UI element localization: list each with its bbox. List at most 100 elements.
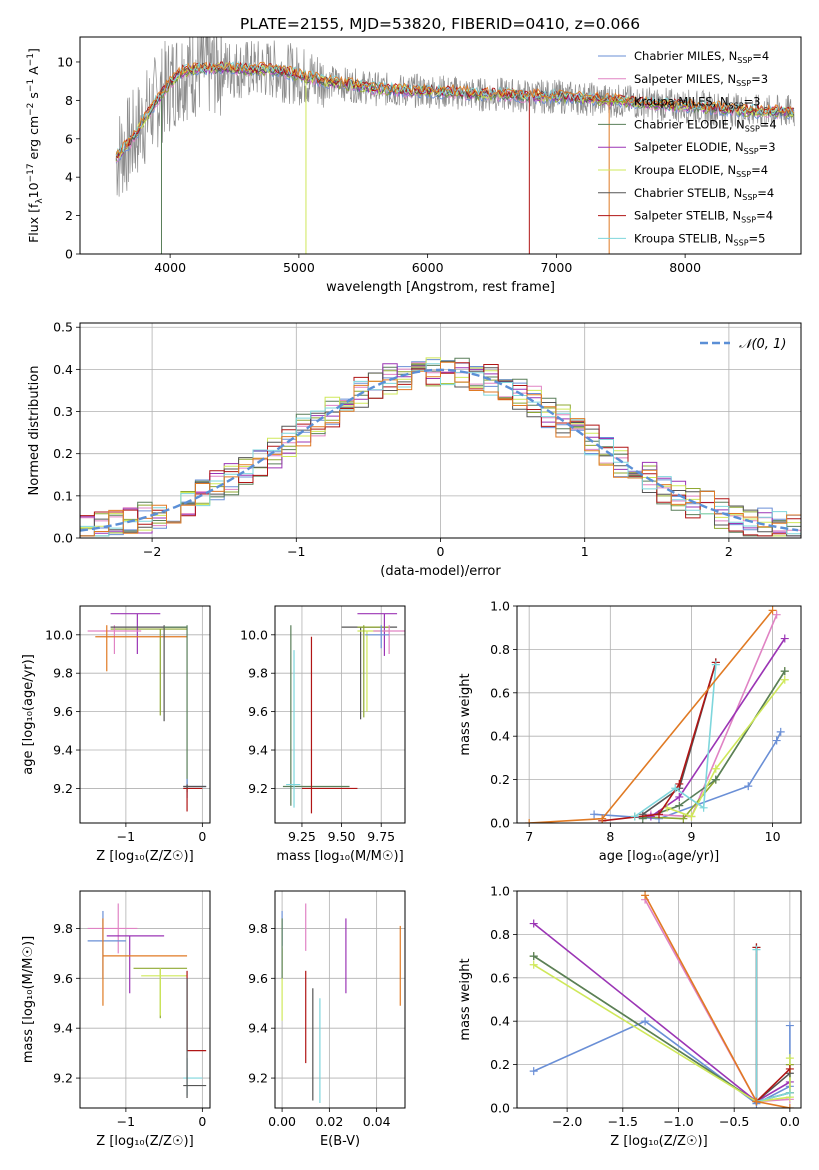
legend-entry: Salpeter ELODIE, NSSP=3 bbox=[598, 140, 776, 156]
weight-marker bbox=[655, 810, 663, 819]
x-axis-label: Z [log₁₀(Z/Z☉)] bbox=[96, 1134, 193, 1149]
y-tick-label: 0.4 bbox=[53, 362, 73, 377]
weight-marker bbox=[772, 736, 781, 745]
weight-marker bbox=[744, 782, 753, 791]
weight-marker bbox=[780, 675, 789, 684]
weight-marker bbox=[687, 812, 696, 821]
x-tick-label: 7 bbox=[525, 829, 533, 844]
y-tick-label: 9.4 bbox=[248, 743, 268, 758]
y-tick-label: 8 bbox=[65, 93, 73, 108]
error-cross bbox=[183, 784, 207, 789]
error-cross bbox=[286, 650, 301, 808]
x-tick-label: 5000 bbox=[283, 260, 315, 275]
legend-label: Chabrier MILES, NSSP=4 bbox=[634, 49, 769, 65]
weight-marker bbox=[785, 1021, 794, 1030]
plot-area-age-vs-Z bbox=[80, 606, 210, 823]
y-tick-label: 0.4 bbox=[490, 1014, 510, 1029]
legend-label: Kroupa ELODIE, NSSP=4 bbox=[634, 163, 768, 179]
x-tick-label: 9.75 bbox=[367, 829, 395, 844]
x-axis-label: wavelength [Angstrom, rest frame] bbox=[326, 280, 555, 295]
y-tick-label: 9.2 bbox=[53, 781, 73, 796]
legend-label: Salpeter ELODIE, NSSP=3 bbox=[634, 140, 776, 156]
y-tick-label: 0.1 bbox=[53, 488, 73, 503]
y-tick-label: 0.2 bbox=[490, 1057, 510, 1072]
x-tick-label: 0 bbox=[437, 544, 445, 559]
weight-marker bbox=[785, 1064, 794, 1073]
weight-marker bbox=[768, 606, 777, 615]
figure-title: PLATE=2155, MJD=53820, FIBERID=0410, z=0… bbox=[240, 15, 640, 33]
legend-label: Kroupa MILES, NSSP=3 bbox=[634, 95, 760, 111]
y-tick-label: 9.2 bbox=[248, 781, 268, 796]
error-cross bbox=[141, 968, 188, 1016]
y-tick-label: 0 bbox=[65, 247, 73, 262]
weight-marker bbox=[675, 779, 684, 788]
error-cross bbox=[106, 935, 165, 994]
plot-area-age-vs-mass bbox=[275, 606, 405, 823]
panel-residuals: −2 −1 0 1 2 0.0 0.1 0.2 0.3 0.4 0.5 (data-model)/er… bbox=[27, 320, 802, 579]
panel-weight-vs-age: 7 8 9 10 0.0 0.2 0.4 0.6 0.8 1.0 age [log₁₀(age/yr… bbox=[458, 599, 802, 864]
panel-spectrum: 4000 5000 6000 7000 8000 0 2 4 6 8 10 wavelength [A… bbox=[26, 36, 802, 295]
weight-series-8 bbox=[630, 660, 720, 821]
plot-area-mass-vs-ebv bbox=[275, 891, 405, 1108]
weight-marker bbox=[752, 945, 761, 954]
legend-label: Chabrier ELODIE, NSSP=4 bbox=[634, 117, 777, 133]
y-tick-label: 0.4 bbox=[490, 729, 510, 744]
y-tick-label: 9.4 bbox=[53, 743, 73, 758]
legend-entry: Kroupa STELIB, NSSP=5 bbox=[598, 231, 765, 247]
x-tick-label: 0.00 bbox=[268, 1114, 296, 1129]
weight-line bbox=[634, 664, 717, 818]
x-axis-label: (data-model)/error bbox=[380, 564, 501, 579]
legend-entry: Kroupa MILES, NSSP=3 bbox=[598, 95, 760, 111]
y-axis-label: mass weight bbox=[458, 673, 473, 755]
x-tick-label: 7000 bbox=[540, 260, 572, 275]
y-axis-label: Normed distribution bbox=[27, 366, 42, 496]
panel-mass-vs-Z: −1 0 9.2 9.4 9.6 9.8 Z [log₁₀(Z/Z☉)] mass [log₁… bbox=[21, 890, 211, 1149]
legend-label: Kroupa STELIB, NSSP=5 bbox=[634, 231, 765, 247]
x-tick-label: 0.02 bbox=[315, 1114, 343, 1129]
residual-histogram-6 bbox=[80, 361, 801, 537]
legend-entry: 𝒩(0, 1) bbox=[700, 337, 786, 352]
weight-marker bbox=[675, 792, 684, 801]
y-tick-label: 0.6 bbox=[490, 970, 510, 985]
weight-marker bbox=[675, 801, 684, 810]
axes-frame bbox=[516, 605, 802, 824]
y-tick-label: 9.6 bbox=[248, 704, 268, 719]
weight-marker bbox=[679, 814, 688, 823]
x-tick-label: 4000 bbox=[154, 260, 186, 275]
error-cross bbox=[110, 628, 188, 716]
y-tick-label: 9.8 bbox=[248, 921, 268, 936]
weight-marker bbox=[785, 1088, 794, 1097]
axes-frame bbox=[79, 605, 211, 824]
y-tick-label: 9.8 bbox=[248, 666, 268, 681]
weight-marker bbox=[529, 919, 538, 928]
error-cross bbox=[183, 978, 207, 1099]
axes-frame bbox=[79, 890, 211, 1109]
legend-entry: Salpeter MILES, NSSP=3 bbox=[598, 72, 768, 88]
x-tick-label: 0 bbox=[198, 829, 206, 844]
y-tick-label: 0.2 bbox=[53, 446, 73, 461]
weight-marker bbox=[663, 803, 672, 812]
x-axis-label: age [log₁₀(age/yr)] bbox=[599, 849, 720, 864]
panel-age-vs-Z: −1 0 9.2 9.4 9.6 9.8 10.0 Z [log₁₀(Z/Z☉)] age [l… bbox=[21, 605, 211, 864]
y-tick-label: 10.0 bbox=[45, 627, 73, 642]
weight-series-4 bbox=[646, 634, 789, 821]
axes-frame bbox=[79, 322, 802, 539]
legend-entry: Salpeter STELIB, NSSP=4 bbox=[598, 209, 773, 225]
y-tick-label: 9.8 bbox=[53, 921, 73, 936]
weight-marker bbox=[776, 727, 785, 736]
x-tick-label: 9.50 bbox=[328, 829, 356, 844]
y-tick-label: 9.6 bbox=[53, 704, 73, 719]
axes-frame bbox=[79, 36, 802, 255]
weight-marker bbox=[785, 1054, 794, 1063]
weight-series-9 bbox=[641, 891, 794, 1108]
x-tick-label: −1.5 bbox=[608, 1114, 638, 1129]
plot-area-residuals bbox=[80, 323, 801, 538]
x-tick-label: 2 bbox=[725, 544, 733, 559]
weight-marker bbox=[711, 764, 720, 773]
weight-marker bbox=[641, 891, 650, 900]
x-tick-label: 10 bbox=[765, 829, 781, 844]
x-tick-label: −1 bbox=[117, 1114, 135, 1129]
weight-marker bbox=[785, 1104, 794, 1108]
error-cross bbox=[365, 625, 390, 649]
axes-frame bbox=[516, 890, 802, 1109]
